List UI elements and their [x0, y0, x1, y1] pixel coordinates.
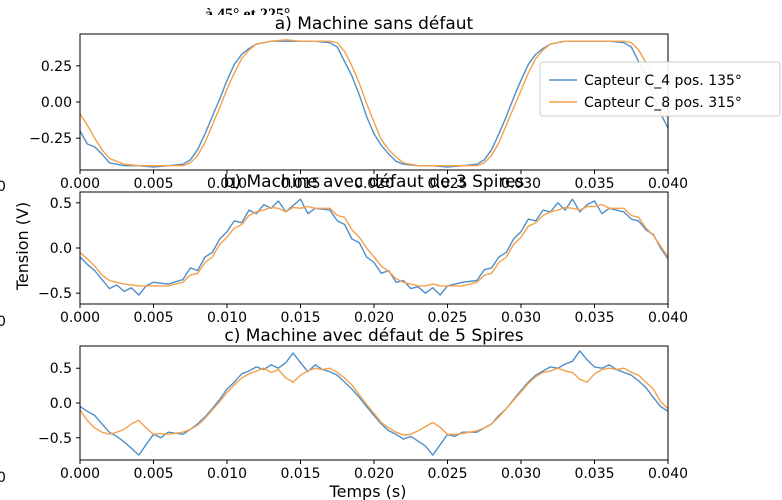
subplot-b-xtick-label: 0.015	[280, 310, 320, 326]
subplot-a-ytick-label: 0.00	[41, 95, 72, 111]
subplot-c-xtick-label: 0.030	[501, 466, 541, 482]
subplot-b-frame	[79, 191, 669, 305]
side-label-3: 0	[0, 470, 6, 486]
subplot-b-ytick-label: 0.0	[50, 241, 72, 257]
subplot-b-xtick-label: 0.025	[427, 310, 467, 326]
header-fragment: à 45° et 225°	[205, 6, 290, 23]
subplot-a-ytick-label: 0.25	[41, 59, 72, 75]
subplot-a: a) Machine sans défaut 0.000 0.005 0.010 0.0…	[29, 14, 688, 192]
side-label-1: 0	[0, 179, 6, 195]
subplot-c-xtick-label: 0.005	[133, 466, 173, 482]
subplot-c-ytick-label: 0.0	[50, 396, 72, 412]
subplot-b-ytick-label: −0.5	[38, 286, 72, 302]
subplot-a-xtick-label: 0.005	[133, 176, 173, 192]
subplot-c-ytick-label: −0.5	[38, 431, 72, 447]
subplot-c-xtick-label: 0.025	[427, 466, 467, 482]
subplot-b-xtick-label: 0.010	[207, 310, 247, 326]
subplot-b: b) Machine avec défaut de 3 Spires 0.000 0…	[38, 172, 688, 326]
subplot-a-xtick-label: 0.025	[427, 176, 467, 192]
subplot-c-title: c) Machine avec défaut de 5 Spires	[224, 326, 523, 346]
subplot-a-xtick-label: 0.000	[60, 176, 100, 192]
subplot-b-title: b) Machine avec défaut de 3 Spires	[224, 172, 525, 192]
subplot-b-xtick-label: 0.020	[354, 310, 394, 326]
legend-box	[539, 61, 781, 117]
subplot-a-xtick-label: 0.030	[501, 176, 541, 192]
subplot-c: c) Machine avec défaut de 5 Spires 0.000 0…	[38, 326, 688, 482]
y-axis-label: Tension (V)	[13, 202, 32, 291]
subplot-b-xtick-label: 0.030	[501, 310, 541, 326]
subplot-c-series-2-line	[80, 367, 668, 436]
subplot-b-xtick-label: 0.000	[60, 310, 100, 326]
subplot-c-xtick-label: 0.015	[280, 466, 320, 482]
subplot-a-xtick-label: 0.035	[574, 176, 614, 192]
subplot-a-xtick-label: 0.040	[648, 176, 688, 192]
subplot-a-title: a) Machine sans défaut	[275, 14, 474, 34]
subplot-c-series-1-line	[80, 350, 668, 456]
subplot-c-xtick-label: 0.000	[60, 466, 100, 482]
subplot-a-xtick-label: 0.010	[207, 176, 247, 192]
subplot-b-series-2-line	[80, 203, 668, 287]
subplot-b-xtick-label: 0.035	[574, 310, 614, 326]
subplot-b-series-1-line	[80, 198, 668, 296]
subplot-c-xtick-label: 0.020	[354, 466, 394, 482]
subplot-b-xtick-label: 0.040	[648, 310, 688, 326]
subplot-c-xtick-label: 0.010	[207, 466, 247, 482]
subplot-a-xtick-label: 0.015	[280, 176, 320, 192]
subplot-b-xtick-label: 0.005	[133, 310, 173, 326]
legend-label-series-2: Capteur C_8 pos. 315°	[584, 95, 742, 111]
subplot-c-xtick-label: 0.040	[648, 466, 688, 482]
subplot-b-ytick-label: 0.5	[50, 196, 72, 212]
subplot-a-ytick-label: −0.25	[29, 131, 72, 147]
legend: Capteur C_4 pos. 135° Capteur C_8 pos. 3…	[539, 61, 781, 117]
subplot-c-ytick-label: 0.5	[50, 361, 72, 377]
subplot-c-frame	[79, 345, 669, 461]
subplot-a-xtick-label: 0.020	[354, 176, 394, 192]
subplot-a-series-2-line	[80, 39, 668, 167]
legend-label-series-1: Capteur C_4 pos. 135°	[584, 73, 742, 89]
subplot-c-xtick-label: 0.035	[574, 466, 614, 482]
x-axis-label: Temps (s)	[329, 482, 407, 500]
side-label-2: 0	[0, 314, 6, 330]
